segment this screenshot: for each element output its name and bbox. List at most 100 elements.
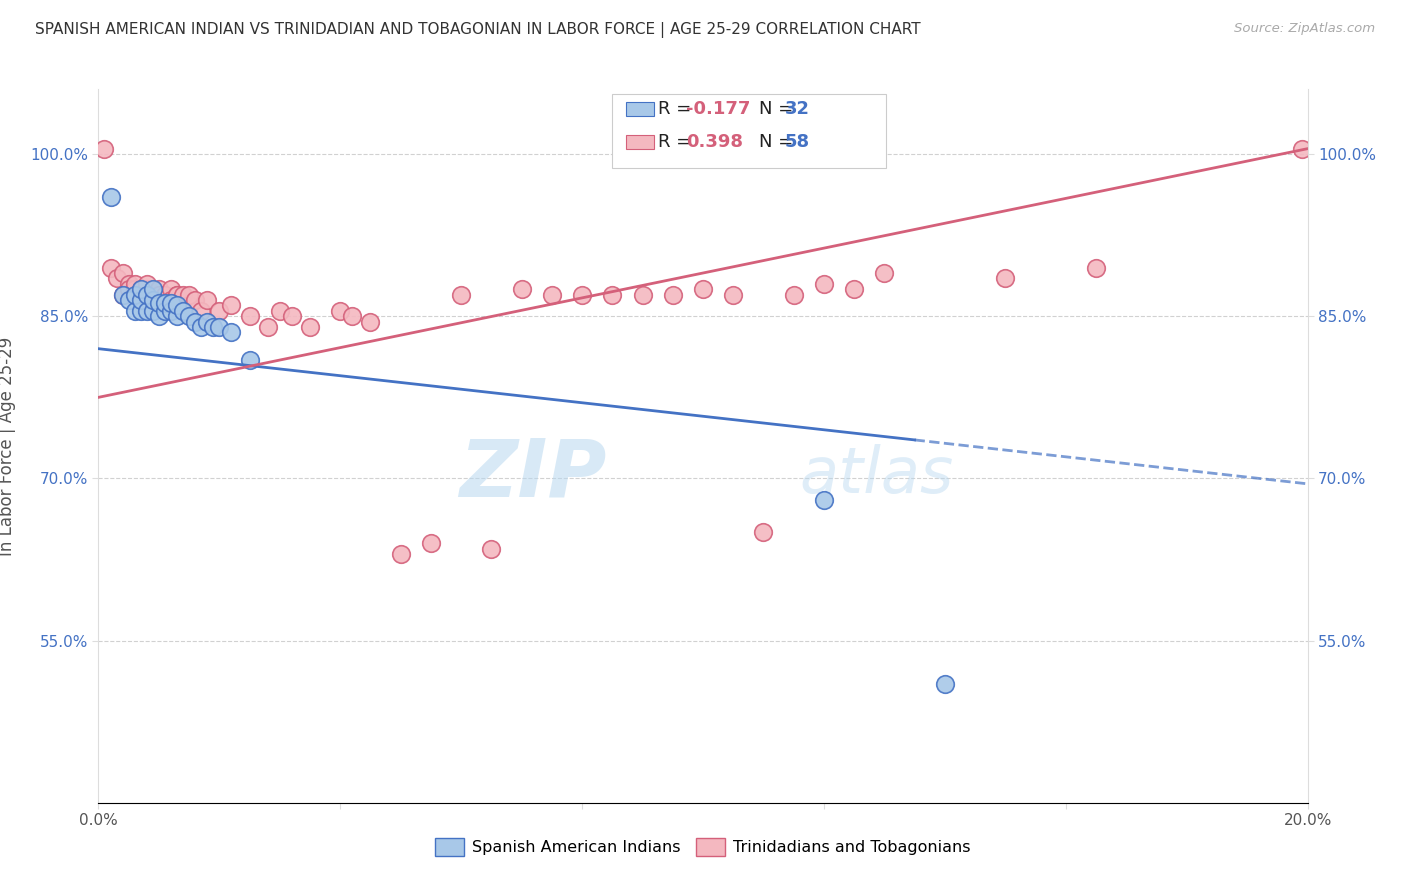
Point — [934, 677, 956, 691]
Point — [172, 287, 194, 301]
Point — [813, 493, 835, 508]
Point — [129, 287, 152, 301]
Point — [142, 293, 165, 307]
Point — [124, 303, 146, 318]
Point — [148, 310, 170, 324]
Point — [153, 287, 176, 301]
Point — [148, 296, 170, 310]
Point — [135, 287, 157, 301]
Point — [148, 287, 170, 301]
Point — [195, 293, 218, 307]
Point — [221, 298, 243, 312]
Point — [166, 310, 188, 324]
Point — [118, 293, 141, 307]
Point — [752, 525, 775, 540]
Point — [190, 303, 212, 318]
Point — [179, 298, 201, 312]
Point — [100, 190, 122, 204]
Point — [540, 287, 562, 301]
Point — [118, 282, 141, 296]
Point — [179, 310, 201, 324]
Point — [111, 287, 134, 301]
Point — [124, 277, 146, 291]
Text: atlas: atlas — [800, 443, 955, 506]
Point — [166, 298, 188, 312]
Point — [111, 287, 134, 301]
Point — [873, 266, 896, 280]
Text: Source: ZipAtlas.com: Source: ZipAtlas.com — [1234, 22, 1375, 36]
Point — [299, 320, 322, 334]
Point — [631, 287, 654, 301]
Point — [153, 303, 176, 318]
Point — [208, 303, 231, 318]
Point — [105, 271, 128, 285]
Point — [195, 315, 218, 329]
Point — [129, 293, 152, 307]
Legend: Spanish American Indians, Trinidadians and Tobagonians: Spanish American Indians, Trinidadians a… — [429, 831, 977, 863]
Point — [281, 310, 304, 324]
Point — [124, 287, 146, 301]
Point — [160, 296, 183, 310]
Point — [148, 282, 170, 296]
Point — [142, 287, 165, 301]
Point — [124, 282, 146, 296]
Point — [160, 293, 183, 307]
Point — [1085, 260, 1108, 275]
Point — [129, 303, 152, 318]
Text: SPANISH AMERICAN INDIAN VS TRINIDADIAN AND TOBAGONIAN IN LABOR FORCE | AGE 25-29: SPANISH AMERICAN INDIAN VS TRINIDADIAN A… — [35, 22, 921, 38]
Text: R =: R = — [658, 133, 697, 151]
Point — [1291, 142, 1313, 156]
Point — [153, 296, 176, 310]
Point — [692, 282, 714, 296]
Point — [481, 541, 503, 556]
Point — [142, 303, 165, 318]
Point — [118, 277, 141, 291]
Point — [420, 536, 443, 550]
Text: N =: N = — [759, 133, 799, 151]
Text: 58: 58 — [785, 133, 810, 151]
Text: -0.177: -0.177 — [686, 100, 751, 118]
Point — [389, 547, 412, 561]
Point — [166, 287, 188, 301]
Point — [239, 352, 262, 367]
Point — [994, 271, 1017, 285]
Point — [184, 315, 207, 329]
Point — [813, 277, 835, 291]
Point — [129, 282, 152, 296]
Point — [93, 142, 115, 156]
Point — [256, 320, 278, 334]
Point — [166, 287, 188, 301]
Point — [221, 326, 243, 340]
Point — [160, 282, 183, 296]
Point — [135, 282, 157, 296]
Point — [153, 293, 176, 307]
Text: 32: 32 — [785, 100, 810, 118]
Point — [269, 303, 291, 318]
Point — [329, 303, 352, 318]
Text: ZIP: ZIP — [458, 435, 606, 514]
Point — [239, 310, 262, 324]
Point — [202, 320, 225, 334]
Point — [844, 282, 866, 296]
Point — [661, 287, 683, 301]
Point — [208, 320, 231, 334]
Point — [783, 287, 806, 301]
Point — [510, 282, 533, 296]
Point — [160, 303, 183, 318]
Point — [179, 287, 201, 301]
Point — [184, 293, 207, 307]
Point — [360, 315, 382, 329]
Point — [571, 287, 593, 301]
Text: 0.398: 0.398 — [686, 133, 744, 151]
Point — [135, 303, 157, 318]
Point — [111, 266, 134, 280]
Point — [450, 287, 472, 301]
Point — [602, 287, 624, 301]
Point — [723, 287, 745, 301]
Point — [142, 282, 165, 296]
Y-axis label: In Labor Force | Age 25-29: In Labor Force | Age 25-29 — [0, 336, 15, 556]
Point — [135, 277, 157, 291]
Point — [129, 282, 152, 296]
Point — [100, 260, 122, 275]
Text: R =: R = — [658, 100, 697, 118]
